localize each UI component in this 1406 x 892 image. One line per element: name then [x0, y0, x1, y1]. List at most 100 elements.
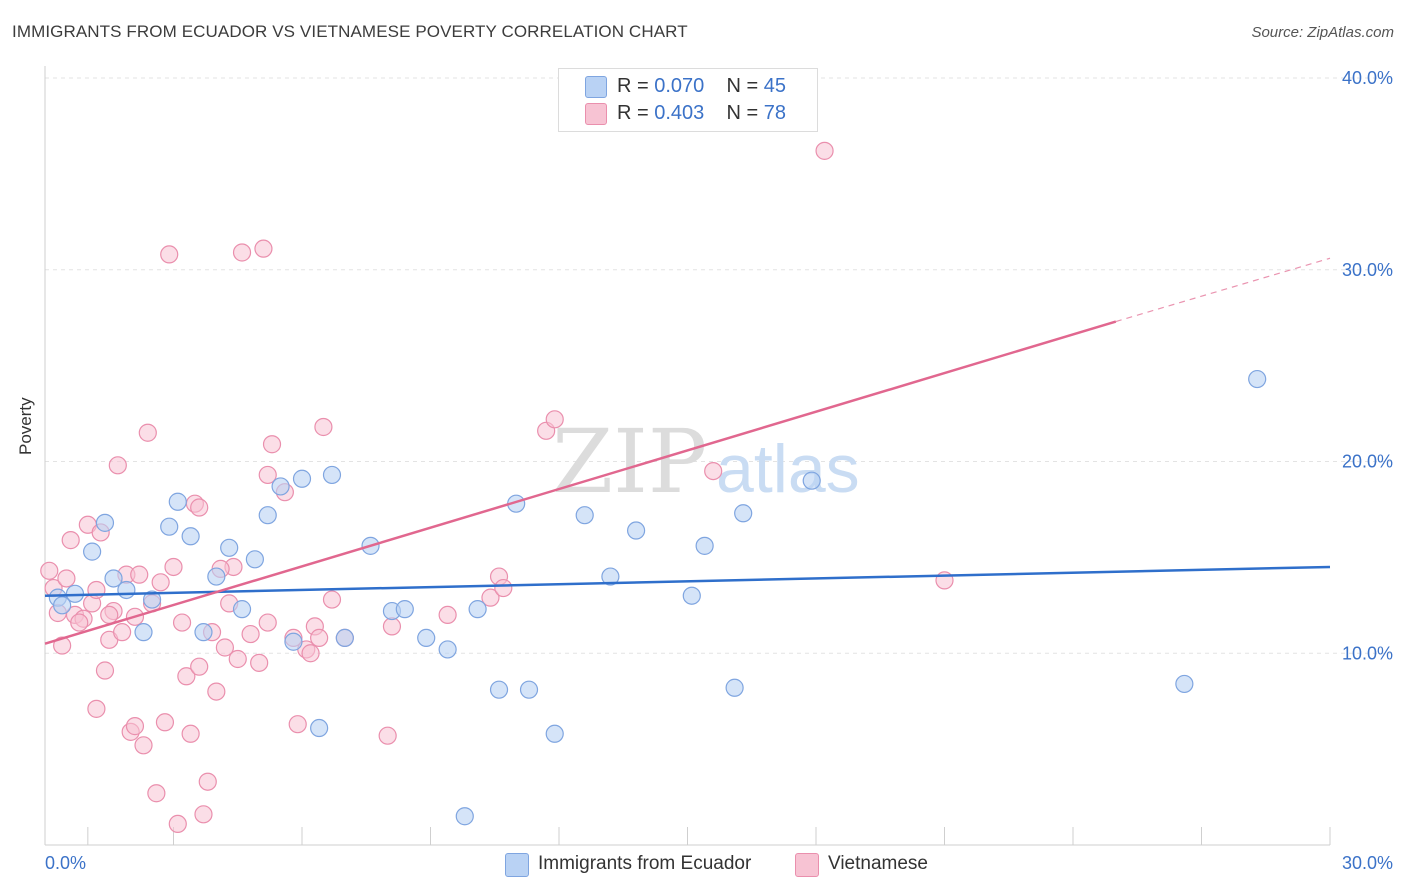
- data-point-ecuador: [134, 623, 153, 642]
- data-point-vietnamese: [70, 613, 89, 632]
- data-point-vietnamese: [215, 638, 234, 657]
- data-point-ecuador: [322, 465, 342, 485]
- data-point-ecuador: [142, 590, 162, 609]
- data-point-ecuador: [284, 632, 303, 651]
- data-point-vietnamese: [314, 417, 333, 437]
- data-point-vietnamese: [181, 724, 200, 743]
- y-tick-label: 40.0%: [1342, 68, 1393, 88]
- data-point-ecuador: [682, 586, 701, 605]
- trend-line-vietnamese: [44, 320, 1117, 645]
- data-point-ecuador: [1175, 674, 1194, 694]
- data-point-vietnamese: [241, 624, 260, 644]
- data-point-vietnamese: [704, 461, 723, 481]
- data-point-vietnamese: [125, 717, 145, 736]
- data-point-vietnamese: [160, 245, 179, 264]
- data-point-vietnamese: [151, 573, 170, 592]
- data-point-ecuador: [95, 513, 115, 532]
- data-point-vietnamese: [288, 715, 307, 734]
- data-point-ecuador: [575, 506, 594, 525]
- y-tick-label: 20.0%: [1342, 452, 1393, 472]
- data-point-vietnamese: [40, 561, 59, 580]
- r-label: R =: [617, 102, 655, 124]
- vietnamese-legend-swatch: [795, 853, 819, 877]
- data-point-vietnamese: [194, 805, 213, 824]
- data-point-ecuador: [695, 536, 714, 555]
- data-point-vietnamese: [108, 456, 127, 475]
- ecuador-swatch: [585, 76, 607, 98]
- data-point-vietnamese: [130, 565, 149, 584]
- data-point-vietnamese: [172, 613, 192, 632]
- data-point-vietnamese: [228, 649, 247, 669]
- data-point-vietnamese: [545, 410, 564, 429]
- tick-labels: 10.0% 20.0% 30.0% 40.0% 0.0% 30.0%: [45, 68, 1393, 873]
- data-point-ecuador: [455, 807, 474, 826]
- data-point-ecuador: [1248, 369, 1267, 389]
- watermark-zip: ZIP: [552, 410, 707, 513]
- data-point-ecuador: [601, 567, 620, 586]
- data-point-vietnamese: [134, 736, 153, 755]
- data-point-vietnamese: [494, 578, 513, 598]
- chart-title: IMMIGRANTS FROM ECUADOR VS VIETNAMESE PO…: [12, 22, 688, 41]
- trend-line-vietnamese-extension: [1115, 257, 1331, 323]
- data-point-ecuador: [519, 680, 539, 699]
- n-label: N =: [726, 75, 764, 97]
- data-point-ecuador: [734, 504, 753, 523]
- data-point-vietnamese: [258, 613, 277, 632]
- data-point-vietnamese: [438, 605, 457, 625]
- watermark-atlas: atlas: [716, 431, 860, 507]
- data-point-vietnamese: [112, 623, 132, 642]
- ecuador-legend-swatch: [505, 853, 529, 877]
- data-point-ecuador: [53, 596, 72, 615]
- data-point-ecuador: [271, 477, 290, 496]
- data-point-vietnamese: [190, 657, 209, 676]
- correlation-legend: R = 0.070 N = 45 R = 0.403 N = 78: [558, 68, 818, 132]
- data-point-vietnamese: [232, 243, 252, 262]
- data-point-vietnamese: [87, 699, 106, 718]
- y-tick-label: 10.0%: [1342, 643, 1393, 663]
- data-point-ecuador: [207, 567, 226, 586]
- data-point-ecuador: [725, 678, 744, 697]
- data-point-vietnamese: [147, 784, 166, 803]
- n-value-ecuador: 45: [763, 75, 787, 97]
- data-point-ecuador: [395, 600, 414, 619]
- data-point-vietnamese: [250, 653, 269, 672]
- trend-lines: [44, 257, 1331, 645]
- data-point-vietnamese: [100, 605, 119, 625]
- data-point-ecuador: [258, 506, 277, 525]
- n-value-vietnamese: 78: [763, 102, 787, 124]
- data-point-vietnamese: [262, 435, 282, 454]
- r-value-ecuador: 0.070: [654, 75, 705, 97]
- data-point-ecuador: [104, 569, 123, 588]
- y-axis-label: Poverty: [16, 397, 35, 455]
- data-point-vietnamese: [61, 531, 80, 550]
- axes: [44, 66, 1331, 846]
- data-point-ecuador: [168, 492, 187, 511]
- data-point-vietnamese: [155, 713, 175, 732]
- trend-line-ecuador: [44, 565, 1331, 597]
- data-point-ecuador: [310, 718, 329, 738]
- x-tick-label: 30.0%: [1342, 853, 1393, 873]
- data-point-ecuador: [626, 521, 646, 540]
- data-point-vietnamese: [322, 590, 342, 609]
- data-point-vietnamese: [481, 588, 500, 607]
- data-point-vietnamese: [198, 772, 217, 791]
- data-point-ecuador: [232, 600, 252, 619]
- data-point-vietnamese: [378, 726, 397, 745]
- data-point-ecuador: [545, 724, 564, 743]
- data-point-ecuador: [83, 542, 102, 561]
- data-point-ecuador: [181, 527, 200, 546]
- data-point-ecuador: [160, 517, 179, 536]
- data-point-vietnamese: [53, 636, 72, 655]
- data-point-ecuador: [292, 469, 312, 488]
- data-point-vietnamese: [382, 617, 402, 636]
- x-tick-label: 0.0%: [45, 853, 86, 873]
- data-point-vietnamese: [258, 465, 277, 485]
- data-point-ecuador: [802, 471, 821, 490]
- data-point-vietnamese: [254, 239, 273, 258]
- watermark: ZIP atlas: [552, 410, 860, 513]
- data-point-vietnamese: [815, 141, 834, 160]
- r-value-vietnamese: 0.403: [654, 102, 705, 124]
- y-tick-label: 30.0%: [1342, 260, 1393, 280]
- data-point-vietnamese: [95, 661, 115, 680]
